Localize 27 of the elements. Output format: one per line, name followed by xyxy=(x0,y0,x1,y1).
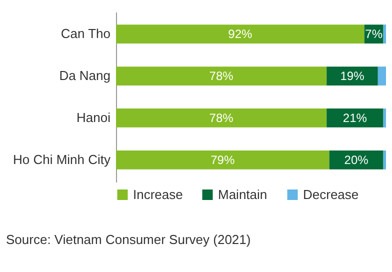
data-label: 78% xyxy=(209,110,234,125)
bar xyxy=(326,66,378,86)
bar xyxy=(326,108,384,128)
bar xyxy=(116,150,330,170)
bar xyxy=(378,66,386,86)
bar xyxy=(383,150,386,170)
bar xyxy=(383,24,386,44)
y-tick-label: Hanoi xyxy=(76,110,111,125)
legend-label: Increase xyxy=(133,186,183,202)
data-label: 19% xyxy=(340,69,365,84)
data-label: 20% xyxy=(344,152,369,167)
data-label: 7% xyxy=(365,27,383,42)
data-label: 78% xyxy=(209,69,234,84)
y-tick-label: Ho Chi Minh City xyxy=(12,152,111,167)
y-tick-label: Da Nang xyxy=(59,68,110,84)
bar xyxy=(116,24,364,44)
bar xyxy=(116,66,327,86)
data-label: 79% xyxy=(210,152,235,167)
legend-label: Maintain xyxy=(218,186,268,202)
y-tick-label: Can Tho xyxy=(60,26,110,42)
bar xyxy=(383,108,386,128)
source-note: Source: Vietnam Consumer Survey (2021) xyxy=(6,232,251,247)
legend-label: Decrease xyxy=(303,186,359,202)
data-label: 92% xyxy=(228,27,253,42)
bar xyxy=(329,150,384,170)
bar xyxy=(116,108,327,128)
data-label: 21% xyxy=(342,110,368,125)
